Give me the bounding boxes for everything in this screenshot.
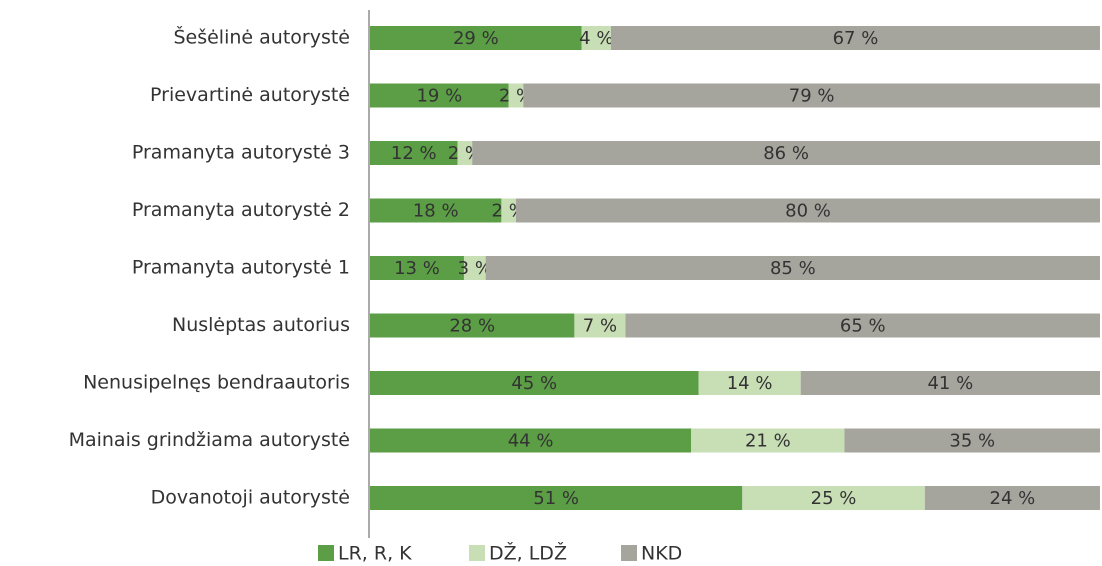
data-label: 13 % <box>394 258 440 279</box>
category-label: Mainais grindžiama autorystė <box>69 429 350 451</box>
data-label: 65 % <box>840 316 886 337</box>
bar-segment <box>370 26 582 50</box>
category-label: Nenusipelnęs bendraautoris <box>83 372 350 394</box>
category-label: Šešėlinė autorystė <box>173 25 350 49</box>
bar-segment <box>472 141 1100 165</box>
legend-swatch <box>621 545 637 561</box>
bar-segment <box>370 486 743 510</box>
category-label: Pramanyta autorystė 3 <box>132 142 350 164</box>
bar-segment <box>508 83 524 108</box>
data-label: 86 % <box>763 143 809 164</box>
data-label: 24 % <box>990 488 1036 509</box>
data-label: 19 % <box>416 86 462 107</box>
data-label: 51 % <box>533 488 579 509</box>
bar-segment <box>924 486 1100 510</box>
bar-segment <box>844 428 1100 453</box>
bar-segment <box>501 198 516 223</box>
bar-segment <box>485 256 1100 280</box>
bar-segment <box>691 428 845 453</box>
data-label: 80 % <box>785 201 831 222</box>
data-label: 29 % <box>453 28 499 49</box>
bar-segment <box>370 428 692 453</box>
category-label: Pramanyta autorystė 2 <box>132 199 350 221</box>
data-label: 44 % <box>508 431 554 452</box>
data-label: 14 % <box>727 373 773 394</box>
data-label: 3 % <box>458 258 492 279</box>
bar-segment <box>742 486 925 510</box>
category-label: Pramanyta autorystė 1 <box>132 257 350 279</box>
bar-segment <box>370 198 502 223</box>
category-label: Dovanotoji autorystė <box>151 487 350 509</box>
data-label: 35 % <box>949 431 995 452</box>
legend-swatch <box>469 545 485 561</box>
bar-segment <box>574 313 626 338</box>
bar-segment <box>698 371 801 395</box>
bar-segment <box>370 371 699 395</box>
data-label: 79 % <box>789 86 835 107</box>
data-label: 21 % <box>745 431 791 452</box>
category-label: Nuslėptas autorius <box>172 314 350 336</box>
data-label: 85 % <box>770 258 816 279</box>
data-label: 45 % <box>511 373 557 394</box>
category-label: Prievartinė autorystė <box>150 84 350 106</box>
legend-swatch <box>318 545 334 561</box>
bar-segment <box>523 83 1100 108</box>
legend-label: NKD <box>641 543 682 565</box>
data-label: 18 % <box>413 201 459 222</box>
data-label: 41 % <box>927 373 973 394</box>
bar-segment <box>370 141 458 165</box>
bar-segment <box>370 256 464 280</box>
bar-segment <box>463 256 486 280</box>
data-label: 7 % <box>583 316 617 337</box>
bar-segment <box>581 26 611 50</box>
data-label: 28 % <box>449 316 495 337</box>
bar-segment <box>610 26 1100 50</box>
bar-segment <box>370 83 509 108</box>
bar-segment <box>516 198 1100 223</box>
legend-label: LR, R, K <box>338 543 412 565</box>
data-label: 12 % <box>391 143 437 164</box>
bar-segment <box>370 313 575 338</box>
data-label: 67 % <box>833 28 879 49</box>
bar-segment <box>800 371 1100 395</box>
bar-segment <box>457 141 473 165</box>
data-label: 4 % <box>579 28 613 49</box>
legend-label: DŽ, LDŽ <box>489 542 567 565</box>
bar-segment <box>625 313 1100 338</box>
data-label: 25 % <box>811 488 857 509</box>
